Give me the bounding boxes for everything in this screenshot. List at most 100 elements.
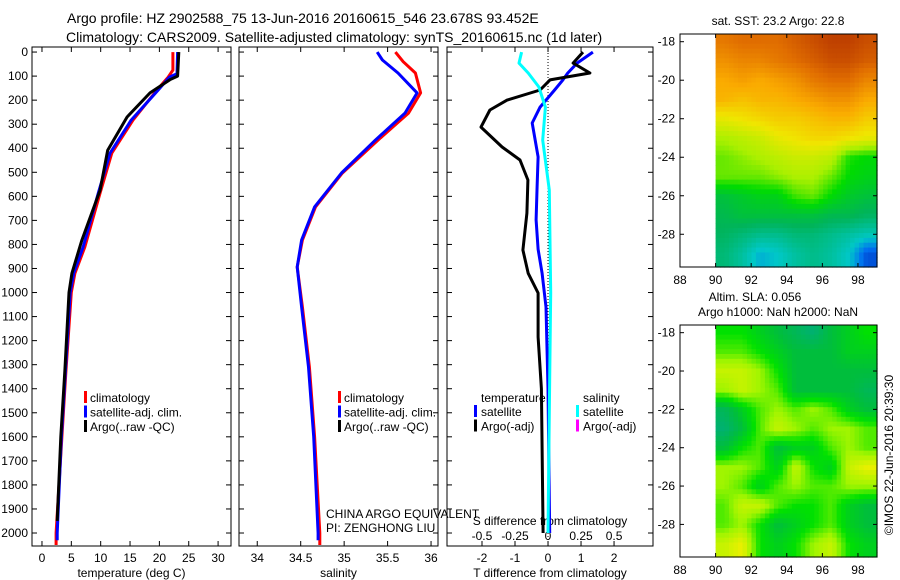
map-cell [805,470,811,476]
map-cell [854,121,860,127]
map-cell [760,450,766,457]
map-cell [841,513,847,519]
map-cell [845,111,851,118]
map-cell [796,412,802,418]
map-cell [814,106,820,113]
map-cell [764,242,770,249]
map-cell [845,82,851,88]
map-cell [751,532,757,539]
map-cell [805,354,811,360]
map-cell [760,97,766,103]
map-cell [845,508,851,515]
map-cell [805,237,811,244]
map-cell [778,101,784,108]
map-cell [751,174,757,181]
map-cell [814,523,820,529]
map-cell [773,252,779,258]
imos-timestamp: ©IMOS 22-Jun-2016 20:39:30 [882,375,896,536]
map-cell [791,150,797,156]
map-cell [850,213,856,220]
map-cell [832,121,838,127]
map-cell [769,194,775,200]
map-cell [809,402,815,408]
map-cell [769,339,775,345]
map-cell [724,199,730,205]
map-cell [769,489,775,495]
map-cell [787,208,793,215]
map-cell [720,228,726,234]
map-cell [809,532,815,539]
map-cell [845,489,851,495]
map-cell [773,484,779,490]
map-cell [787,387,793,394]
map-cell [764,455,770,461]
map-cell [800,101,806,108]
map-cell [859,445,865,452]
map-cell [746,247,753,254]
map-cell [836,111,842,118]
map-cell [729,184,735,190]
map-cell [720,257,726,263]
map-cell [841,552,847,558]
map-cell [791,460,797,466]
map-cell [769,460,775,466]
map-cell [827,92,833,98]
map-cell [872,397,878,403]
map-cell [859,329,865,336]
map-cell [836,523,842,529]
map-cell [814,160,820,166]
map-cell [755,441,762,447]
map-cell [872,378,878,384]
map-cell [715,334,721,341]
map-cell [729,349,735,355]
map-cell [787,431,793,437]
map-cell [814,325,820,331]
map-cell [769,174,775,181]
map-cell [827,523,833,529]
map-cell [796,135,802,142]
map-cell [742,373,748,379]
map-cell [809,87,815,93]
map-cell [796,494,802,500]
map-cell [800,213,806,220]
map-cell [818,552,824,558]
map-cell [872,43,878,50]
map-cell [800,416,806,423]
map-cell [863,441,869,447]
map-cell [764,387,770,394]
map-cell [764,218,770,224]
map-cell [720,34,726,40]
map-cell [868,339,874,345]
map-cell [850,203,856,210]
map-cell [791,358,797,365]
map-cell [832,63,838,69]
map-cell [854,203,860,210]
map-cell [832,257,838,263]
map-cell [773,523,779,529]
map-cell [764,503,770,510]
map-cell [796,237,802,244]
map-cell [760,213,766,220]
map-cell [800,426,806,432]
map-cell [823,228,829,234]
map-cell [850,97,856,103]
map-cell [773,106,779,113]
map-cell [729,53,735,59]
map-cell [854,441,860,447]
map-cell [782,218,788,224]
map-cell [827,354,833,360]
map-cell [827,373,833,379]
map-cell [836,547,842,553]
map-cell [814,484,820,490]
map-cell [724,247,730,254]
map-cell [832,378,838,384]
map-cell [827,208,833,215]
map-cell [729,339,735,345]
map-cell [764,228,770,234]
map-cell [823,523,829,529]
map-cell [773,349,779,355]
map-cell [778,344,784,350]
map-cell [787,329,793,336]
map-cell [832,383,838,389]
map-cell [827,257,833,263]
